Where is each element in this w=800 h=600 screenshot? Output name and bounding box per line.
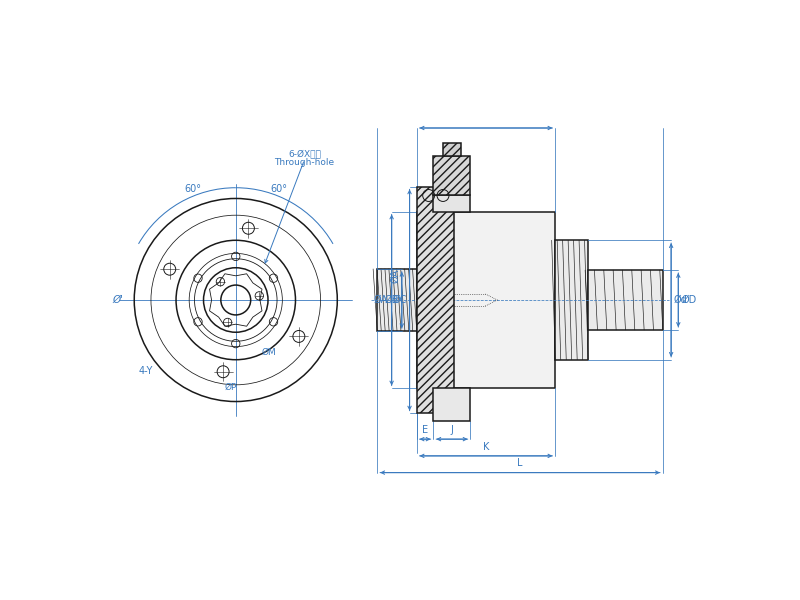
Text: ØD: ØD bbox=[682, 295, 697, 305]
Text: ØA: ØA bbox=[391, 269, 401, 283]
Text: E: E bbox=[422, 425, 428, 435]
Bar bbox=[434, 195, 470, 212]
Bar bbox=[378, 269, 417, 331]
Text: ØA: ØA bbox=[374, 295, 388, 305]
Text: 4-Y: 4-Y bbox=[139, 366, 154, 376]
Text: ØP: ØP bbox=[225, 382, 237, 391]
Text: Ød: Ød bbox=[674, 295, 687, 305]
Text: ØB: ØB bbox=[385, 295, 399, 305]
Bar bbox=[417, 187, 454, 413]
Bar bbox=[588, 270, 662, 330]
Text: 60°: 60° bbox=[270, 184, 287, 194]
Bar bbox=[417, 212, 555, 388]
Text: Through-hole: Through-hole bbox=[274, 158, 334, 167]
Text: 6-ØX通孔: 6-ØX通孔 bbox=[288, 149, 321, 158]
Text: J: J bbox=[450, 425, 454, 435]
Text: L: L bbox=[518, 458, 522, 469]
Text: K: K bbox=[483, 442, 489, 452]
Bar bbox=[555, 240, 588, 360]
Bar bbox=[434, 156, 470, 195]
Text: 60°: 60° bbox=[184, 184, 202, 194]
Text: ØM: ØM bbox=[262, 348, 276, 357]
Text: ØC: ØC bbox=[393, 295, 407, 305]
Bar bbox=[434, 388, 470, 421]
Bar bbox=[443, 143, 461, 156]
Bar bbox=[443, 143, 461, 156]
Bar bbox=[417, 187, 454, 413]
Text: Ø': Ø' bbox=[113, 295, 123, 305]
